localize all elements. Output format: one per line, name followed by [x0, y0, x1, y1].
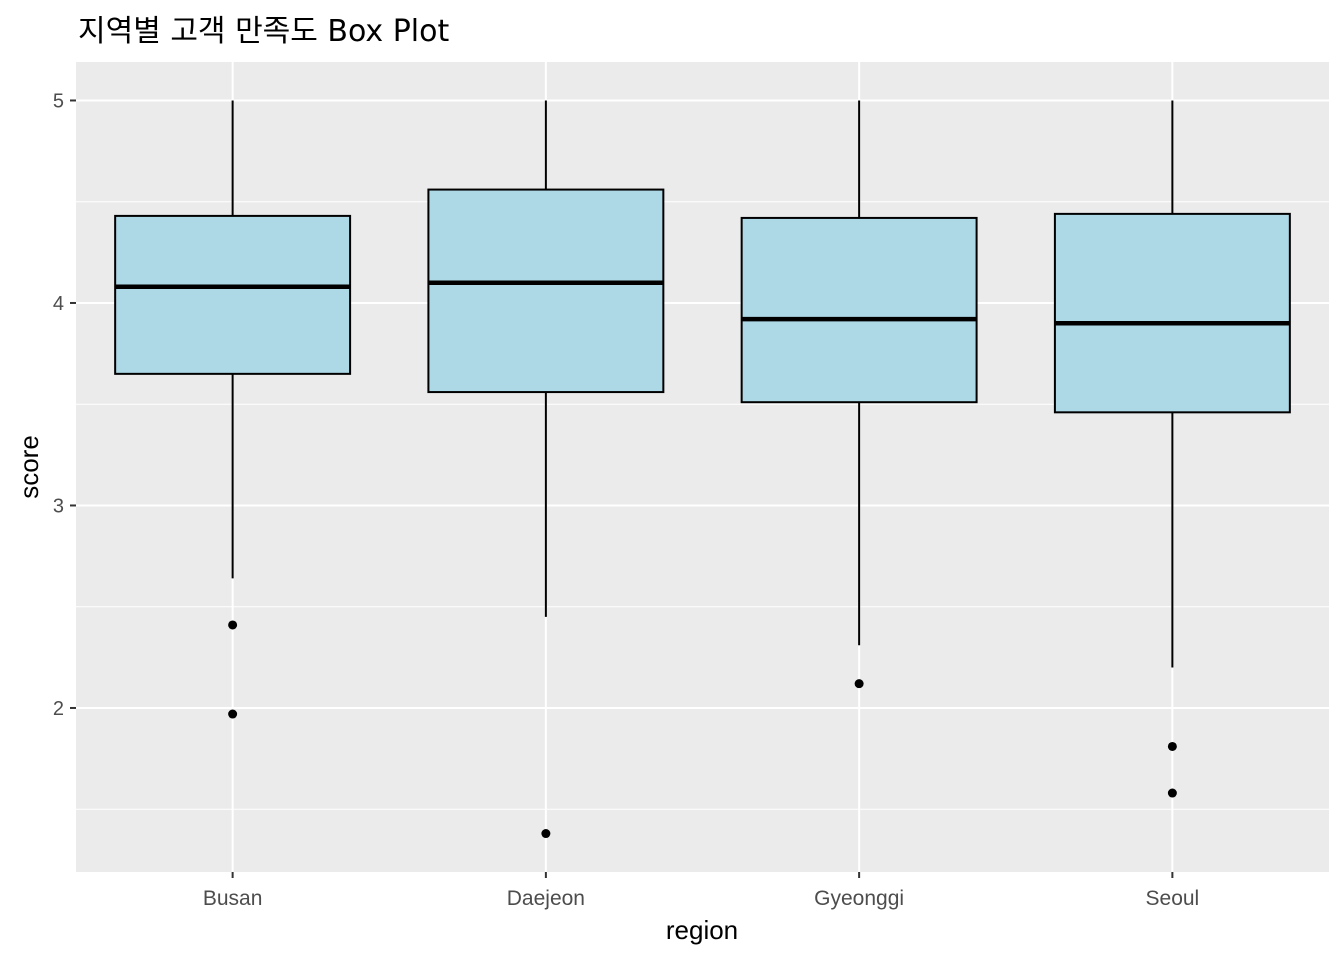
box-busan — [114, 100, 352, 719]
y-tick-label: 2 — [53, 698, 64, 720]
box-daejeon — [427, 100, 665, 839]
box-gyeonggi — [740, 100, 978, 689]
y-tick-label: 5 — [53, 90, 64, 112]
y-axis-title: score — [14, 435, 44, 499]
box-seoul — [1053, 100, 1291, 798]
y-tick-label: 4 — [53, 293, 64, 315]
outlier-point — [1167, 788, 1177, 798]
boxes-layer — [114, 100, 1291, 839]
chart-title: 지역별 고객 만족도 Box Plot — [78, 14, 449, 49]
outlier-point — [228, 620, 238, 630]
x-tick-label-seoul: Seoul — [1146, 887, 1200, 910]
outlier-point — [228, 709, 238, 719]
outlier-point — [541, 829, 551, 839]
x-tick-label-daejeon: Daejeon — [507, 887, 585, 910]
x-tick-label-gyeonggi: Gyeonggi — [814, 887, 904, 910]
x-tick-label-busan: Busan — [203, 887, 263, 910]
plot-panel — [76, 62, 1329, 872]
y-axis: 2 3 4 5 — [53, 90, 76, 720]
y-tick-label: 3 — [53, 495, 64, 517]
box-iqr — [1053, 212, 1291, 414]
outlier-point — [1167, 741, 1177, 751]
box-iqr — [427, 188, 665, 394]
outlier-point — [854, 679, 864, 689]
x-axis: Busan Daejeon Gyeonggi Seoul — [203, 872, 1199, 910]
minor-gridlines — [76, 201, 1329, 810]
x-axis-title: region — [666, 915, 738, 945]
box-iqr — [740, 216, 978, 404]
box-iqr — [114, 214, 352, 375]
